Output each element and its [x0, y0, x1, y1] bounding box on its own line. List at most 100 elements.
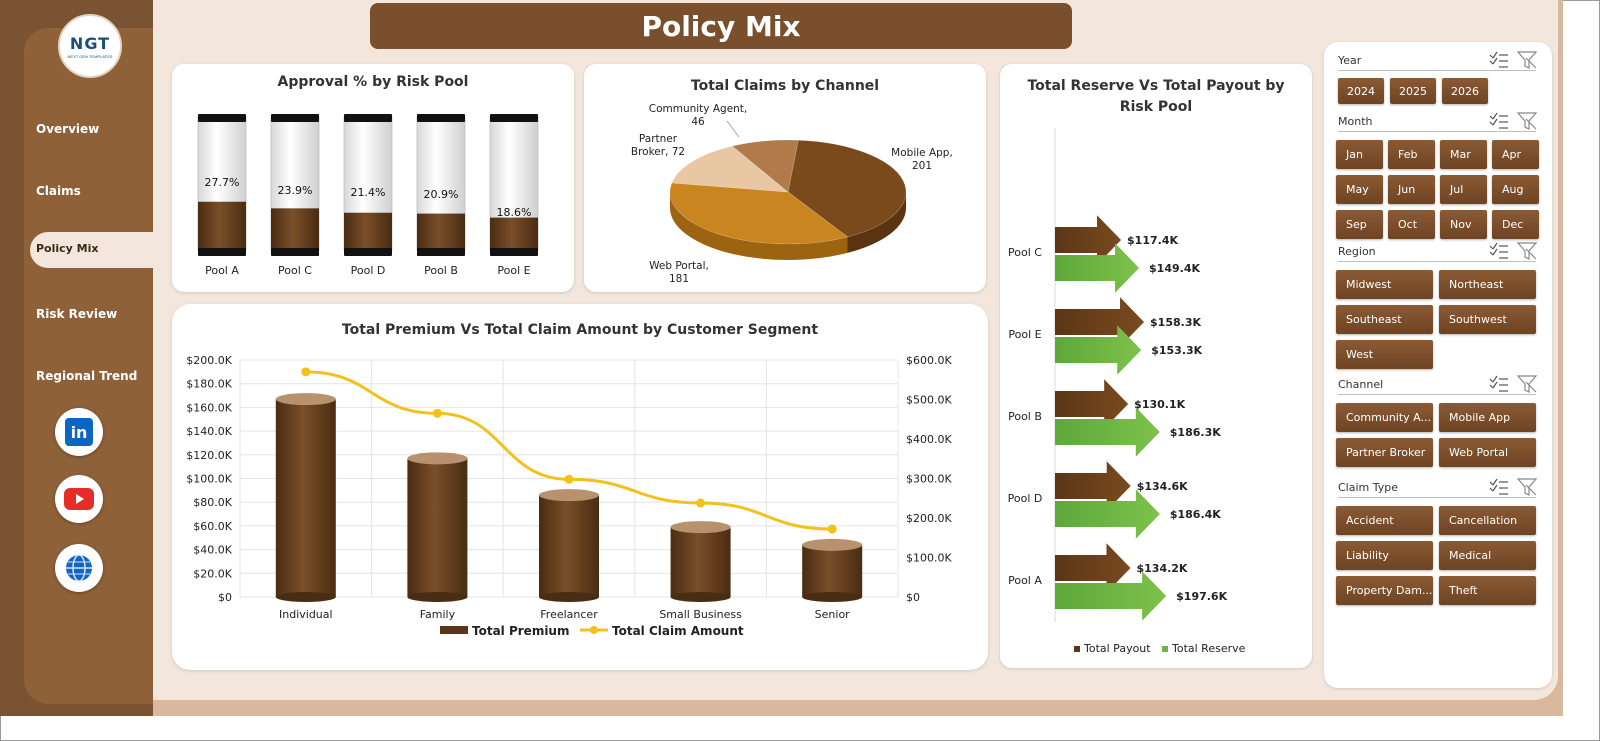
- channel-option[interactable]: Web Portal: [1439, 438, 1536, 467]
- left-axis-tick: $20.0K: [193, 567, 232, 580]
- year-option-2025[interactable]: 2025: [1390, 78, 1436, 104]
- year-option-2026[interactable]: 2026: [1442, 78, 1488, 104]
- right-axis-tick: $100.0K: [906, 552, 952, 565]
- nav-item-regional-trend[interactable]: Regional Trend: [36, 369, 138, 383]
- pie-data-label-value: Broker, 72: [631, 146, 685, 158]
- pie-data-label-value: 181: [669, 273, 689, 285]
- claim-type-option[interactable]: Cancellation: [1439, 506, 1536, 535]
- region-option-southwest[interactable]: Southwest: [1439, 305, 1536, 334]
- region-option-southeast[interactable]: Southeast: [1336, 305, 1433, 334]
- claim-type-option[interactable]: Accident: [1336, 506, 1433, 535]
- nav-item-overview[interactable]: Overview: [36, 122, 100, 136]
- clear-filter-icon[interactable]: [1516, 242, 1538, 260]
- multi-select-icon[interactable]: [1489, 242, 1508, 259]
- month-option-dec[interactable]: Dec: [1492, 210, 1539, 239]
- approval-data-label: 23.9%: [278, 184, 313, 197]
- year-option-2024[interactable]: 2024: [1338, 78, 1384, 104]
- pie-slice: [731, 139, 799, 193]
- month-option-may[interactable]: May: [1336, 175, 1383, 204]
- approval-data-label: 21.4%: [351, 186, 386, 199]
- logo: NGT NEXT GEN TEMPLATES: [58, 14, 122, 78]
- approval-bar-fill: [490, 217, 538, 250]
- month-option-feb[interactable]: Feb: [1388, 140, 1435, 169]
- month-option-jan[interactable]: Jan: [1336, 140, 1383, 169]
- linkedin-button[interactable]: in: [55, 408, 103, 456]
- segment-category-label: Senior: [815, 608, 851, 621]
- channel-option[interactable]: Partner Broker: [1336, 438, 1433, 467]
- clear-filter-icon[interactable]: [1516, 478, 1538, 496]
- approval-bar-fill: [198, 201, 246, 250]
- approval-bar: [416, 114, 466, 256]
- segment-category-label: Family: [420, 608, 456, 621]
- month-option-apr[interactable]: Apr: [1492, 140, 1539, 169]
- region-slicer-tools: [1488, 241, 1538, 261]
- left-axis-tick: $100.0K: [186, 473, 232, 486]
- month-option-jun[interactable]: Jun: [1388, 175, 1435, 204]
- clear-filter-icon[interactable]: [1516, 375, 1538, 393]
- premium-bar-body: [407, 458, 468, 597]
- premium-bar: [275, 393, 336, 602]
- claim-amount-point: [696, 498, 706, 508]
- channel-chart-card: Total Claims by Channel Mobile App, 201 We…: [584, 64, 986, 292]
- pie-data-label-value: 46: [691, 116, 705, 128]
- approval-bar-cap-bottom: [344, 248, 392, 256]
- claim_type-slicer-tools: [1488, 477, 1538, 497]
- year-slicer-tools: [1488, 50, 1538, 70]
- nav-item-claims[interactable]: Claims: [36, 184, 81, 198]
- left-axis-tick: $60.0K: [193, 520, 232, 533]
- year-slicer-header: Year: [1338, 54, 1362, 67]
- clear-filter-icon[interactable]: [1516, 51, 1538, 69]
- premium-bar-base: [407, 592, 468, 602]
- reserve-data-label: $186.3K: [1170, 426, 1221, 439]
- segment-combo-chart: $0 $20.0K $40.0K $60.0K $80.0K $100.0K $120.0K…: [186, 354, 952, 638]
- pie-slice: [669, 182, 849, 245]
- reserve-arrow: [1055, 489, 1160, 539]
- approval-bar-cap-bottom: [271, 248, 319, 256]
- reserve-chart-title-line1: Total Reserve Vs Total Payout by: [1027, 78, 1285, 94]
- month-option-nov[interactable]: Nov: [1440, 210, 1487, 239]
- multi-select-icon[interactable]: [1489, 478, 1508, 495]
- left-axis-tick: $120.0K: [186, 449, 232, 462]
- legend-swatch-premium: [440, 626, 468, 634]
- approval-bar-cap-bottom: [490, 248, 538, 256]
- month-option-mar[interactable]: Mar: [1440, 140, 1487, 169]
- nav-item-risk-review[interactable]: Risk Review: [36, 307, 118, 321]
- reserve-arrow: [1055, 325, 1142, 375]
- pie-data-label: Partner: [639, 133, 678, 145]
- premium-bar-base: [802, 592, 863, 602]
- claim-type-option[interactable]: Liability: [1336, 541, 1433, 570]
- youtube-button[interactable]: [55, 475, 103, 523]
- approval-bar-cap-bottom: [417, 248, 465, 256]
- website-button[interactable]: [55, 544, 103, 592]
- reserve-chart-card: Total Reserve Vs Total Payout by Risk Po…: [1000, 64, 1312, 668]
- multi-select-icon[interactable]: [1489, 112, 1508, 129]
- month-option-jul[interactable]: Jul: [1440, 175, 1487, 204]
- multi-select-icon[interactable]: [1489, 375, 1508, 392]
- nav-item-policy-mix[interactable]: Policy Mix: [30, 232, 153, 268]
- region-option-west[interactable]: West: [1336, 340, 1433, 369]
- approval-chart-card: Approval % by Risk Pool 27.7% Pool A 23.9%…: [172, 64, 574, 292]
- claim-amount-point: [301, 367, 311, 377]
- reserve-arrow: [1055, 243, 1140, 293]
- approval-category-label: Pool B: [424, 264, 458, 277]
- claim-type-option[interactable]: Medical: [1439, 541, 1536, 570]
- region-option-midwest[interactable]: Midwest: [1336, 270, 1433, 299]
- clear-filter-icon[interactable]: [1516, 112, 1538, 130]
- multi-select-icon[interactable]: [1489, 51, 1508, 68]
- region-option-northeast[interactable]: Northeast: [1439, 270, 1536, 299]
- claim-type-option[interactable]: Theft: [1439, 576, 1536, 605]
- month-option-oct[interactable]: Oct: [1388, 210, 1435, 239]
- month-option-aug[interactable]: Aug: [1492, 175, 1539, 204]
- approval-bar-fill: [344, 212, 392, 250]
- month-option-sep[interactable]: Sep: [1336, 210, 1383, 239]
- payout-arrow: [1055, 543, 1131, 593]
- claim-amount-point: [564, 474, 574, 484]
- claim-type-option[interactable]: Property Dam...: [1336, 576, 1433, 605]
- left-axis-tick: $80.0K: [193, 496, 232, 509]
- claim_type-slicer-divider: [1338, 497, 1536, 498]
- channel-option[interactable]: Community A...: [1336, 403, 1433, 432]
- month-slicer-divider: [1338, 131, 1536, 132]
- legend-swatch-reserve: [1162, 646, 1168, 652]
- channel-option[interactable]: Mobile App: [1439, 403, 1536, 432]
- logo-text: NGT: [69, 33, 111, 53]
